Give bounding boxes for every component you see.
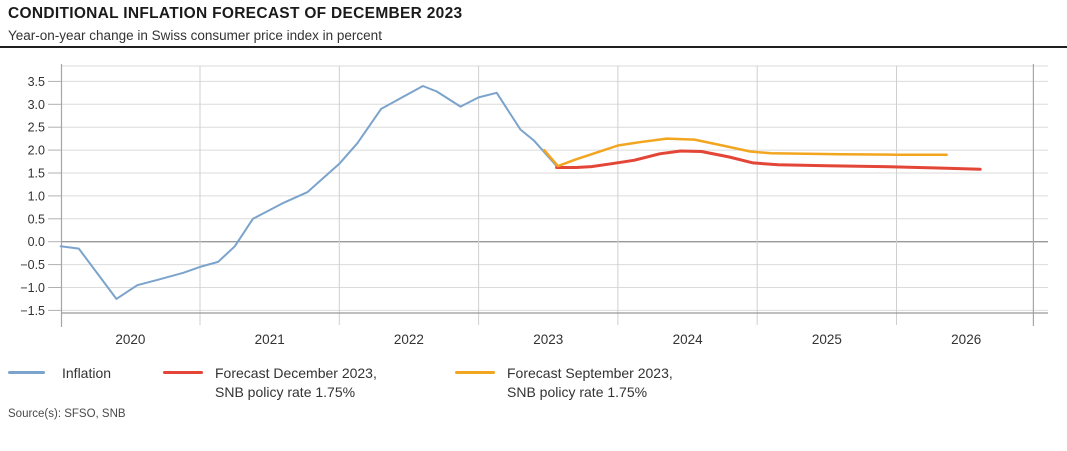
y-tick-label: 1.0 <box>28 189 45 203</box>
y-tick-label: 0.5 <box>28 212 45 226</box>
y-tick-label: 3.5 <box>28 75 45 89</box>
header-rule <box>0 46 1067 48</box>
y-tick-label: −0.5 <box>20 258 45 272</box>
y-tick-label: 3.0 <box>28 98 45 112</box>
y-tick-label: −1.0 <box>20 281 45 295</box>
legend-swatch-forecast-december-line-icon <box>163 371 203 374</box>
y-tick-label: 2.0 <box>28 144 45 158</box>
x-tick-label: 2022 <box>394 332 424 347</box>
series-line-forecast-september-2023 <box>542 137 948 168</box>
legend-swatch-forecast-september-line-icon <box>455 371 495 374</box>
page-title: CONDITIONAL INFLATION FORECAST OF DECEMB… <box>8 5 463 22</box>
source-note: Source(s): SFSO, SNB <box>8 408 126 420</box>
legend-swatch-inflation-line-icon <box>8 371 45 374</box>
legend-label-forecast-december-line1: Forecast December 2023, <box>215 365 377 381</box>
x-tick-label: 2024 <box>673 332 704 347</box>
series-line-inflation <box>59 85 558 300</box>
x-tick-label: 2020 <box>115 332 145 347</box>
legend-label-forecast-september-line2: SNB policy rate 1.75% <box>507 383 648 400</box>
x-tick-label: 2025 <box>812 332 842 347</box>
legend-label-forecast-december-line2: SNB policy rate 1.75% <box>215 383 356 400</box>
y-tick-label: 0.0 <box>28 235 45 249</box>
y-tick-label: −1.5 <box>20 304 45 318</box>
legend-label-inflation: Inflation <box>62 365 112 381</box>
x-tick-label: 2023 <box>533 332 563 347</box>
x-tick-label: 2021 <box>255 332 285 347</box>
y-tick-label: 1.5 <box>28 167 45 181</box>
y-tick-label: 2.5 <box>28 121 45 135</box>
series-line-forecast-december-2023 <box>555 149 982 171</box>
page-subtitle: Year-on-year change in Swiss consumer pr… <box>8 28 382 43</box>
legend-label-forecast-september-line1: Forecast September 2023, <box>507 365 673 381</box>
x-tick-label: 2026 <box>951 332 981 347</box>
